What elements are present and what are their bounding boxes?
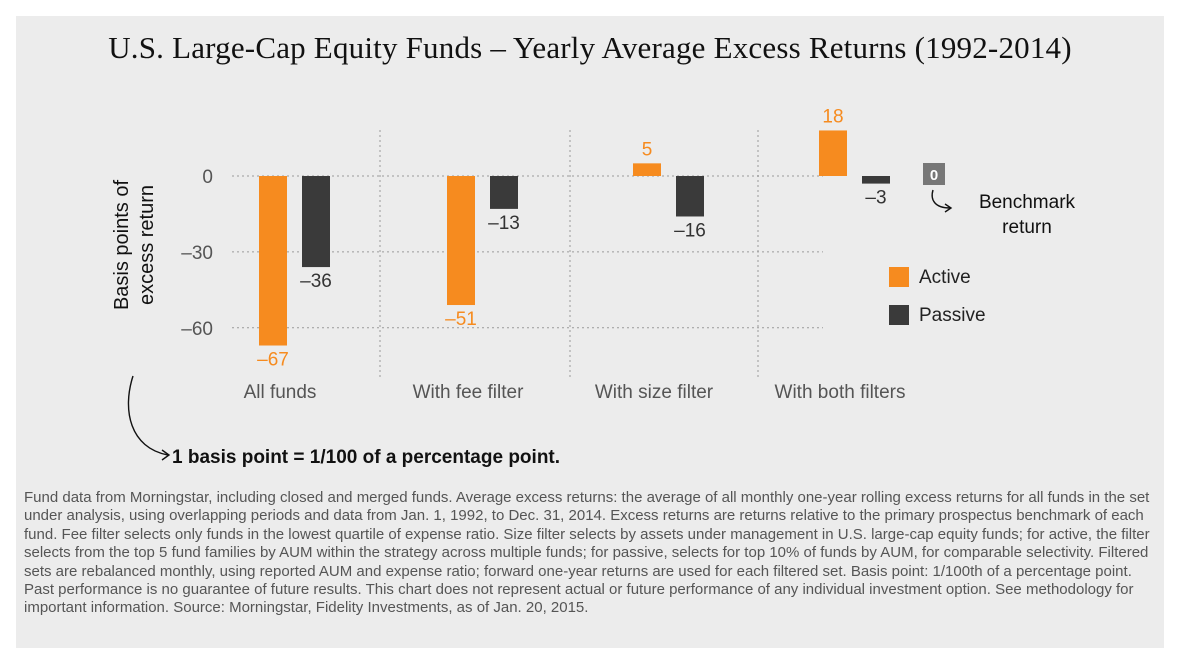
footnote: Fund data from Morningstar, including cl…: [24, 489, 1150, 617]
bar-passive-1: [490, 176, 518, 209]
legend-swatch-active: [889, 267, 909, 287]
legend-label-active: Active: [919, 267, 971, 288]
basis-point-arrow: [127, 375, 169, 456]
y-tick-label: 0: [202, 167, 213, 188]
legend-swatch-passive: [889, 305, 909, 325]
value-label-active-1: –51: [445, 309, 477, 330]
y-axis-label-line-2: excess return: [136, 184, 158, 306]
bar-passive-2: [676, 176, 704, 217]
value-label-passive-3: –3: [865, 188, 886, 209]
category-label: All funds: [244, 382, 317, 403]
bar-active-0: [259, 176, 287, 346]
label-layer: 0 –30 –60 –67 –51 5 18 –36 –13 –16 –3 All funds With…: [181, 106, 938, 403]
benchmark-marker: [923, 163, 945, 185]
grid-layer: [232, 130, 823, 378]
bar-layer: [259, 130, 945, 346]
category-label: With size filter: [595, 382, 714, 403]
benchmark-arrow: [931, 189, 951, 209]
category-label: With fee filter: [413, 382, 525, 403]
category-label: With both filters: [775, 382, 906, 403]
value-label-passive-0: –36: [300, 271, 332, 292]
chart-panel: [16, 16, 1164, 648]
y-axis-label: Basis points of excess return: [105, 125, 165, 365]
basis-point-arrow-head: [161, 449, 171, 461]
basis-point-note: 1 basis point = 1/100 of a percentage po…: [172, 447, 561, 468]
value-label-active-0: –67: [257, 350, 289, 371]
chart-title: U.S. Large-Cap Equity Funds – Yearly Ave…: [108, 30, 1072, 65]
legend-label-passive: Passive: [919, 305, 986, 326]
value-label-passive-2: –16: [674, 220, 706, 241]
benchmark-label-line-1: Benchmark: [978, 192, 1076, 213]
benchmark-label-line-2: return: [1002, 217, 1052, 238]
value-label-active-3: 18: [822, 106, 843, 127]
value-label-passive-1: –13: [488, 213, 520, 234]
benchmark-arrow-head: [944, 203, 953, 213]
y-tick-label: –30: [181, 243, 213, 264]
bar-active-1: [447, 176, 475, 306]
y-tick-label: –60: [181, 319, 213, 340]
bar-passive-3: [862, 176, 890, 184]
bar-active-2: [633, 163, 661, 176]
benchmark-label: Benchmark return: [952, 190, 1102, 240]
arrow-layer: [127, 189, 953, 461]
value-label-active-2: 5: [642, 139, 653, 160]
bar-active-3: [819, 130, 847, 176]
y-axis-label-line-1: Basis points of: [111, 179, 133, 311]
bar-passive-0: [302, 176, 330, 268]
benchmark-value-label: 0: [930, 167, 938, 184]
